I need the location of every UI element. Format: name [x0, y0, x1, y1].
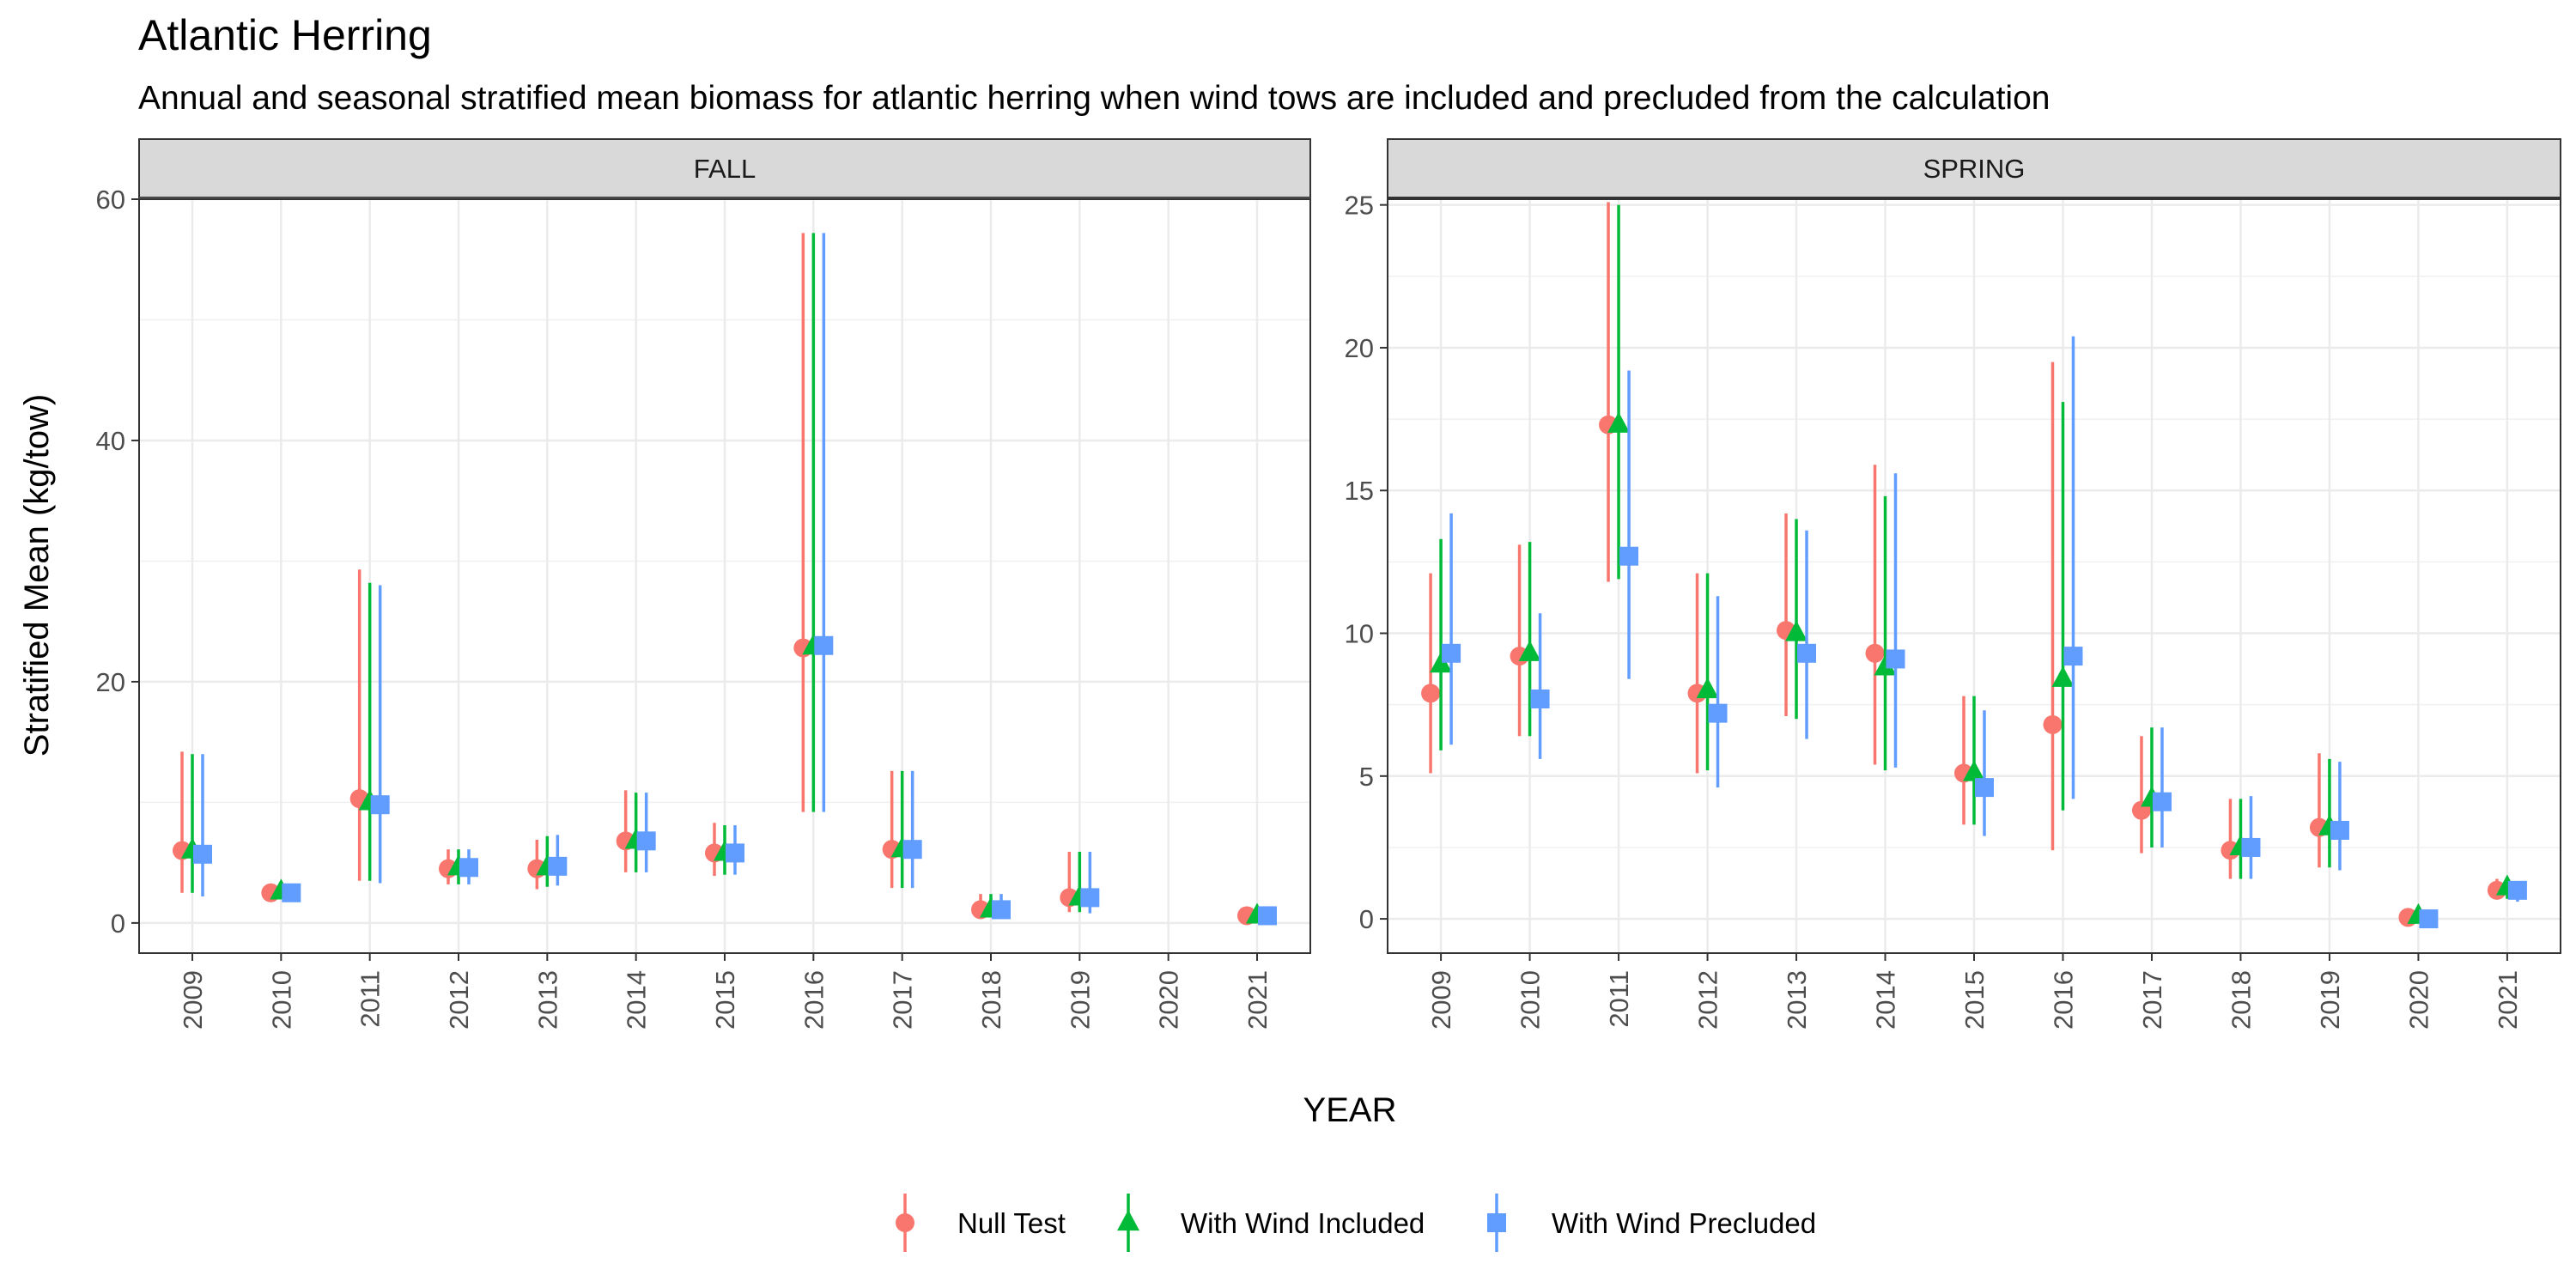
data-point	[1080, 888, 1100, 908]
x-tick-label: 2012	[1693, 970, 1723, 1030]
y-tick-label: 5	[1359, 762, 1374, 792]
facet-strip	[1387, 138, 2561, 198]
data-point	[814, 635, 834, 655]
data-point	[1785, 620, 1808, 641]
data-point	[1874, 654, 1897, 676]
data-point	[2063, 647, 2083, 666]
legend-item-null: Null Test	[896, 1194, 1066, 1252]
x-tick-label: 2016	[799, 970, 829, 1030]
y-tick-label: 20	[1345, 333, 1374, 363]
data-point	[1975, 778, 1994, 798]
data-point	[2051, 665, 2075, 687]
data-point	[1442, 643, 1461, 663]
x-tick-label: 2016	[2048, 970, 2078, 1030]
y-axis-label: Stratified Mean (kg/tow)	[18, 394, 56, 756]
facet-label: FALL	[694, 154, 756, 184]
x-tick-label: 2018	[976, 970, 1006, 1030]
x-tick-label: 2009	[178, 970, 208, 1030]
x-tick-label: 2020	[2403, 970, 2433, 1030]
legend-label: Null Test	[957, 1207, 1066, 1239]
x-tick-label: 2013	[1782, 970, 1812, 1030]
data-point	[459, 858, 478, 878]
data-point	[2419, 909, 2439, 929]
legend-key-triangle-icon	[1117, 1210, 1139, 1231]
y-tick-label: 20	[96, 667, 125, 697]
x-tick-label: 2010	[1516, 970, 1546, 1030]
data-point	[1258, 906, 1277, 926]
data-point	[1696, 677, 1719, 699]
legend-item-included: With Wind Included	[1117, 1194, 1425, 1252]
data-point	[1421, 683, 1441, 703]
data-point	[1708, 703, 1728, 723]
data-point	[1619, 546, 1639, 566]
data-point	[726, 843, 744, 863]
series-precluded	[193, 233, 1277, 926]
facet-strip	[138, 138, 1311, 198]
y-tick-label: 40	[96, 426, 125, 456]
data-point	[548, 856, 568, 876]
x-tick-label: 2021	[2493, 970, 2523, 1030]
x-tick-label: 2015	[1959, 970, 1990, 1030]
data-point	[193, 844, 212, 864]
legend-label: With Wind Precluded	[1552, 1207, 1816, 1239]
data-point	[2043, 714, 2063, 734]
y-tick-label: 15	[1345, 476, 1374, 506]
x-axis-label: YEAR	[1303, 1091, 1397, 1129]
data-point	[2330, 820, 2349, 840]
x-tick-label: 2010	[266, 970, 296, 1030]
legend: Null Test With Wind Included With Wind Pre…	[896, 1194, 1816, 1252]
data-point	[992, 900, 1011, 920]
x-tick-label: 2020	[1154, 970, 1184, 1030]
panel-fall: FALL 0 20 40 60 2009 2010 2011 2012 2013 2014 2015 2…	[96, 138, 1311, 1030]
chart-subtitle: Annual and seasonal stratified mean biom…	[138, 80, 2050, 117]
legend-key-circle-icon	[896, 1213, 914, 1232]
data-point	[1530, 690, 1550, 709]
x-tick-label: 2009	[1426, 970, 1456, 1030]
x-tick-label: 2011	[1604, 970, 1634, 1028]
y-tick-label: 0	[111, 908, 125, 939]
chart-title: Atlantic Herring	[138, 11, 432, 59]
x-tick-label: 2015	[710, 970, 740, 1030]
x-tick-label: 2018	[2226, 970, 2256, 1030]
series-precluded	[1442, 336, 2527, 929]
panel-border	[1387, 198, 2561, 954]
data-point	[636, 831, 656, 851]
data-point	[1797, 643, 1817, 663]
x-tick-label: 2014	[622, 970, 652, 1030]
data-point	[1607, 411, 1631, 433]
data-point	[1865, 643, 1885, 663]
legend-label: With Wind Included	[1181, 1207, 1425, 1239]
y-tick-label: 10	[1345, 619, 1374, 649]
x-tick-label: 2012	[444, 970, 474, 1030]
facet-label: SPRING	[1923, 154, 2026, 184]
legend-item-precluded: With Wind Precluded	[1487, 1194, 1816, 1252]
data-point	[1430, 652, 1453, 673]
x-tick-label: 2019	[1065, 970, 1095, 1030]
data-point	[2152, 792, 2172, 811]
data-point	[370, 795, 390, 815]
x-tick-label: 2014	[1871, 970, 1901, 1030]
x-tick-label: 2013	[532, 970, 562, 1030]
x-tick-label: 2017	[888, 970, 918, 1030]
x-tick-label: 2011	[355, 970, 386, 1028]
series-included	[1430, 204, 2518, 924]
data-point	[282, 883, 301, 902]
data-point	[2241, 837, 2261, 857]
x-tick-label: 2019	[2315, 970, 2345, 1030]
x-tick-label: 2017	[2137, 970, 2167, 1030]
y-tick-label: 25	[1345, 191, 1374, 221]
data-point	[1886, 649, 1905, 669]
panel-border	[138, 198, 1311, 954]
data-point	[1518, 640, 1541, 661]
data-point	[2507, 880, 2527, 900]
y-tick-label: 0	[1359, 904, 1374, 934]
y-tick-label: 60	[96, 185, 125, 215]
data-point	[1963, 760, 1985, 781]
x-tick-label: 2021	[1242, 970, 1273, 1030]
data-point	[902, 840, 922, 860]
panel-spring: SPRING 0 5 10 15 20 25 2009 2010 2011 2012 2013 2014…	[1345, 138, 2561, 1030]
legend-key-square-icon	[1487, 1213, 1506, 1232]
